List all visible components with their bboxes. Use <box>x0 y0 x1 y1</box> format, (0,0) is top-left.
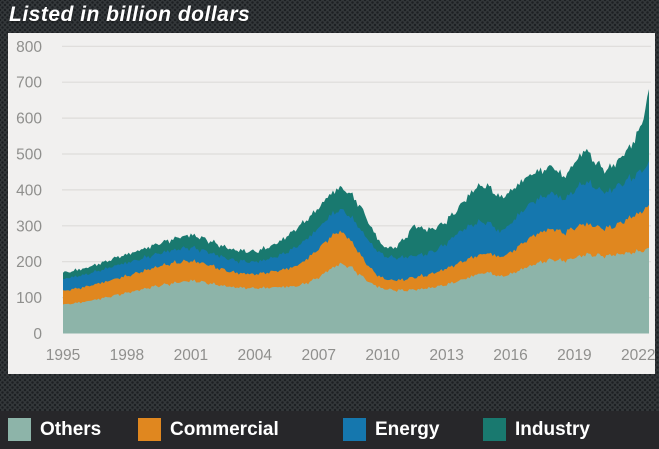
area-series-others <box>63 247 649 334</box>
y-tick-label: 300 <box>16 218 42 235</box>
y-tick-label: 400 <box>16 182 42 199</box>
x-tick-label: 1995 <box>46 347 80 364</box>
x-tick-label: 2007 <box>301 347 335 364</box>
legend-swatch <box>8 418 31 441</box>
x-tick-label: 2001 <box>174 347 208 364</box>
x-tick-label: 1998 <box>110 347 144 364</box>
x-tick-label: 2022 <box>621 347 655 364</box>
y-tick-label: 700 <box>16 75 42 92</box>
chart-panel: 0 100 200 300 400 500 600 700 800 1995 1998 2001 200… <box>8 33 655 374</box>
legend-item-industry: Industry <box>483 418 590 441</box>
x-tick-label: 2019 <box>557 347 591 364</box>
y-tick-label: 800 <box>16 39 42 56</box>
y-tick-label: 200 <box>16 254 42 271</box>
legend-swatch <box>483 418 506 441</box>
chart-legend: Others Commercial Energy Industry <box>0 411 659 449</box>
legend-label: Industry <box>515 418 590 440</box>
x-tick-label: 2004 <box>238 347 273 364</box>
legend-item-energy: Energy <box>343 418 439 441</box>
legend-label: Energy <box>375 418 440 440</box>
y-tick-label: 600 <box>16 111 42 128</box>
legend-item-others: Others <box>8 418 101 441</box>
x-tick-label: 2013 <box>429 347 463 364</box>
legend-swatch <box>343 418 366 441</box>
legend-item-commercial: Commercial <box>138 418 279 441</box>
legend-swatch <box>138 418 161 441</box>
y-tick-label: 0 <box>33 326 42 343</box>
legend-label: Commercial <box>170 418 279 440</box>
legend-label: Others <box>40 418 102 440</box>
y-tick-label: 500 <box>16 147 42 164</box>
stacked-area-chart: 0 100 200 300 400 500 600 700 800 1995 1998 2001 200… <box>16 39 655 364</box>
x-tick-label: 2010 <box>365 347 400 364</box>
y-tick-label: 100 <box>16 290 42 307</box>
x-tick-label: 2016 <box>493 347 527 364</box>
chart-title: Listed in billion dollars <box>9 3 251 26</box>
